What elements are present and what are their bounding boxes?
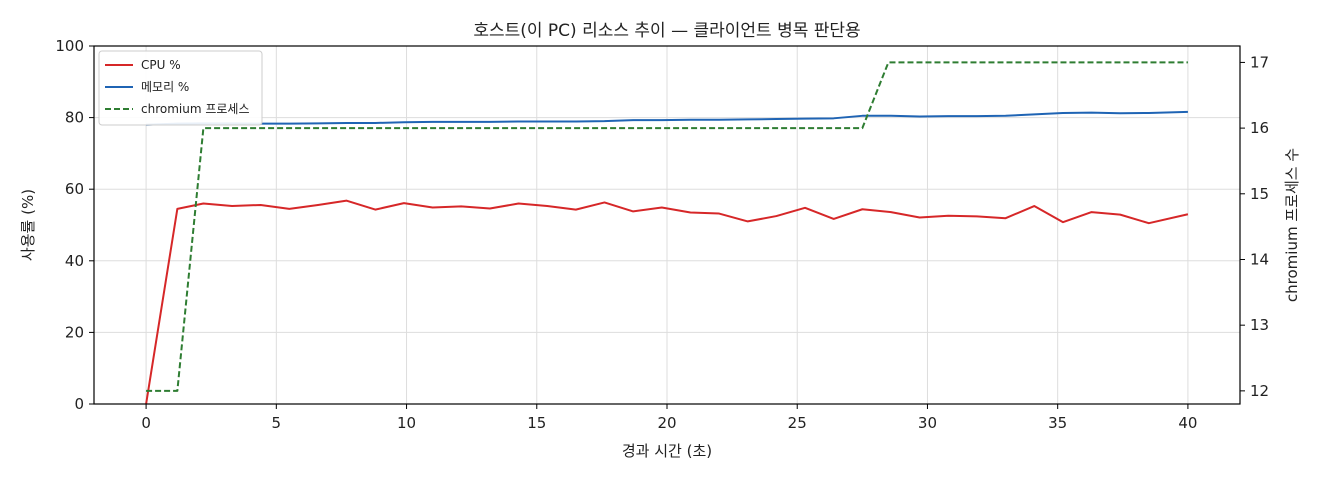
y-tick-label: 60 [65, 180, 84, 198]
y2-tick-label: 14 [1250, 250, 1269, 268]
y-tick-label: 0 [74, 395, 84, 413]
y2-tick-label: 15 [1250, 185, 1269, 203]
x-tick-label: 5 [272, 414, 282, 432]
x-tick-label: 40 [1178, 414, 1197, 432]
series-line-cpu [145, 199, 1189, 405]
legend: CPU % 메모리 % chromium 프로세스 [98, 50, 263, 126]
legend-label: chromium 프로세스 [141, 102, 250, 116]
x-tick-label: 0 [141, 414, 151, 432]
grid [94, 45, 1240, 405]
x-tick-label: 35 [1048, 414, 1067, 432]
y-tick-label: 20 [65, 323, 84, 341]
x-tick-label: 15 [527, 414, 546, 432]
legend-label: CPU % [141, 58, 181, 72]
x-tick-label: 20 [657, 414, 676, 432]
legend-label: 메모리 % [141, 80, 189, 94]
x-axis-label: 경과 시간 (초) [622, 442, 712, 460]
y2-tick-label: 12 [1250, 382, 1269, 400]
legend-box [98, 50, 263, 126]
y-tick-label: 40 [65, 252, 84, 270]
y-tick-label: 100 [55, 37, 84, 55]
ticks: 0 5 10 15 20 25 30 35 40 0 20 40 60 80 100 12 13 14 15 16 17 [55, 37, 1269, 432]
y2-axis-label: chromium 프로세스 수 [1283, 148, 1301, 302]
y-axis-label: 사용률 (%) [19, 189, 37, 261]
chart-title: 호스트(이 PC) 리소스 추이 — 클라이언트 병목 판단용 [473, 21, 860, 41]
x-tick-label: 30 [918, 414, 937, 432]
x-tick-label: 10 [397, 414, 416, 432]
series-line-chromium [146, 61, 1188, 392]
y-tick-label: 80 [65, 109, 84, 127]
series-line- [146, 110, 1188, 126]
series-group [145, 61, 1189, 405]
y2-tick-label: 16 [1250, 119, 1269, 137]
y2-tick-label: 13 [1250, 316, 1269, 334]
x-tick-label: 25 [788, 414, 807, 432]
y2-tick-label: 17 [1250, 53, 1269, 71]
